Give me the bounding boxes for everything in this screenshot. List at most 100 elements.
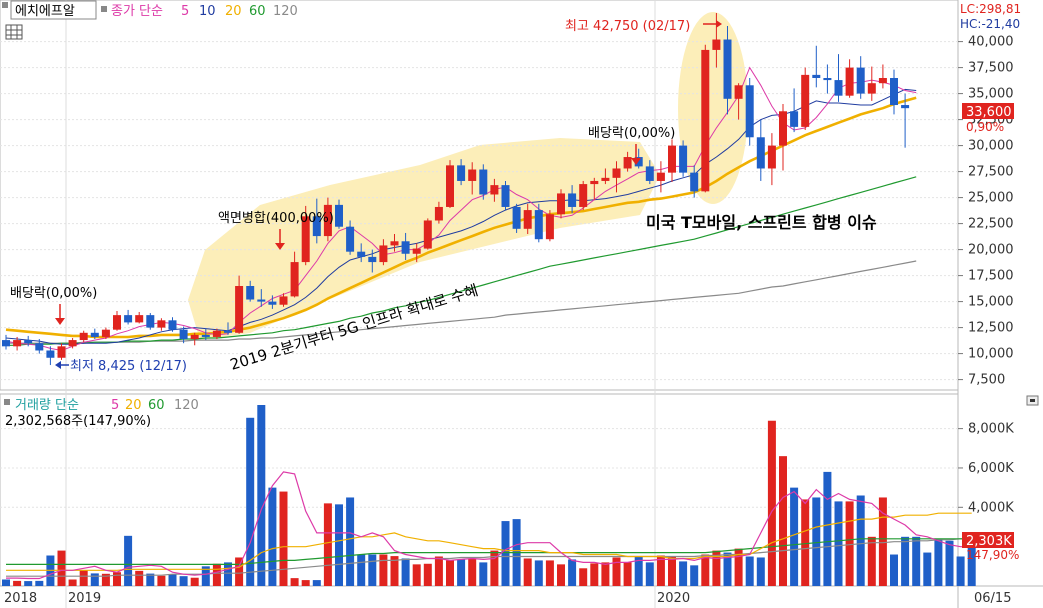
volume-bar	[590, 563, 599, 586]
volume-bar	[856, 495, 865, 586]
volume-bar	[268, 487, 277, 586]
price-tick-label: 22,500	[968, 217, 1014, 232]
volume-legend-square-icon	[4, 399, 10, 405]
candle-body	[279, 296, 288, 305]
volume-bar	[312, 580, 321, 586]
menu-square-icon[interactable]	[2, 2, 8, 8]
candle-body	[323, 204, 332, 237]
candle-body	[412, 248, 421, 254]
candle-body	[335, 204, 343, 227]
volume-bar	[401, 558, 410, 586]
dividend-arrow-icon-1	[55, 304, 65, 325]
volume-bar	[346, 497, 355, 586]
candle-body	[346, 226, 355, 252]
volume-bar	[190, 577, 199, 586]
dividend-annotation-1: 배당락(0,00%)	[10, 286, 97, 301]
candle-body	[35, 343, 44, 351]
candle-body	[190, 334, 199, 340]
price-tick-label: 7,500	[968, 373, 1005, 388]
candle-body	[457, 165, 466, 181]
volume-bar	[745, 556, 754, 586]
price-ma120-line	[6, 260, 917, 344]
volume-bar	[779, 456, 787, 586]
candle-body	[590, 180, 599, 185]
volume-bar	[668, 556, 676, 586]
current-volume: 2,303K	[966, 534, 1012, 549]
candle-body	[867, 83, 876, 94]
candle-body	[734, 85, 743, 99]
volume-bar	[912, 536, 921, 586]
volume-bar	[601, 562, 610, 586]
candle-body	[479, 169, 488, 195]
high-annotation: 최고 42,750 (02/17)	[565, 19, 690, 34]
stock-name: 에치에프알	[15, 4, 75, 19]
candle-body	[634, 157, 643, 167]
volume-bar	[545, 560, 554, 586]
date-tick-label: 2020	[657, 591, 690, 606]
volume-bar	[501, 521, 510, 586]
legend-ma10: 10	[199, 4, 216, 19]
volume-bar	[235, 557, 244, 586]
candle-body	[890, 78, 898, 106]
candles	[2, 13, 910, 366]
volume-bar	[890, 554, 898, 586]
volume-bar	[90, 573, 99, 586]
candle-body	[124, 315, 133, 323]
price-tick-label: 40,000	[968, 35, 1014, 50]
candle-body	[568, 193, 577, 207]
volume-legend-label: 거래량 단순	[15, 398, 79, 413]
candle-body	[612, 168, 621, 178]
candle-body	[834, 80, 843, 96]
volume-bar	[923, 552, 932, 586]
legend-square-icon	[101, 6, 107, 12]
volume-bar	[790, 487, 799, 586]
candle-body	[179, 329, 188, 340]
volume-bar	[135, 570, 144, 586]
candle-body	[767, 145, 776, 169]
legend-ma60: 60	[249, 4, 266, 19]
candle-body	[135, 315, 144, 323]
volume-bar	[146, 573, 155, 586]
volume-bar	[79, 570, 88, 586]
candle-body	[246, 286, 255, 300]
volume-bar	[734, 548, 743, 586]
volume-bar	[168, 574, 177, 586]
volume-legend-ma20: 20	[125, 398, 142, 413]
volume-bar	[257, 405, 266, 586]
table-icon[interactable]	[5, 24, 23, 40]
volume-legend-ma5: 5	[111, 398, 119, 413]
volume-bar	[246, 417, 255, 586]
candle-body	[534, 210, 543, 240]
candle-body	[623, 157, 632, 169]
volume-tick-label: 8,000K	[968, 422, 1014, 437]
volume-bar	[767, 420, 776, 586]
volume-bar	[557, 564, 565, 586]
candle-body	[290, 262, 299, 297]
candle-body	[901, 105, 910, 109]
volume-current-value: 2,302,568주(147,90%)	[5, 414, 151, 429]
candle-body	[712, 39, 721, 50]
stock-name-box[interactable]	[10, 0, 97, 20]
price-tick-label: 37,500	[968, 61, 1014, 76]
date-tick-label: 06/15	[974, 591, 1011, 606]
volume-bar	[101, 573, 110, 586]
candle-body	[512, 206, 521, 229]
candle-body	[79, 332, 88, 341]
price-tick-label: 17,500	[968, 269, 1014, 284]
volume-bar	[656, 555, 665, 586]
current-price-tag: 33,600 0,90%	[962, 103, 1014, 134]
candle-body	[812, 74, 821, 78]
volume-bar	[645, 562, 654, 586]
lc-label: LC:298,81	[960, 2, 1021, 16]
candle-body	[379, 245, 388, 263]
volume-bar	[845, 501, 854, 586]
volume-bar	[423, 563, 432, 586]
expand-icon[interactable]	[1026, 395, 1039, 406]
volume-ma5-line	[6, 471, 972, 580]
volume-bar	[113, 572, 121, 586]
volume-bar	[756, 557, 765, 586]
candle-body	[224, 330, 232, 333]
volume-tick-label: 6,000K	[968, 461, 1014, 476]
volume-legend-ma60: 60	[148, 398, 165, 413]
